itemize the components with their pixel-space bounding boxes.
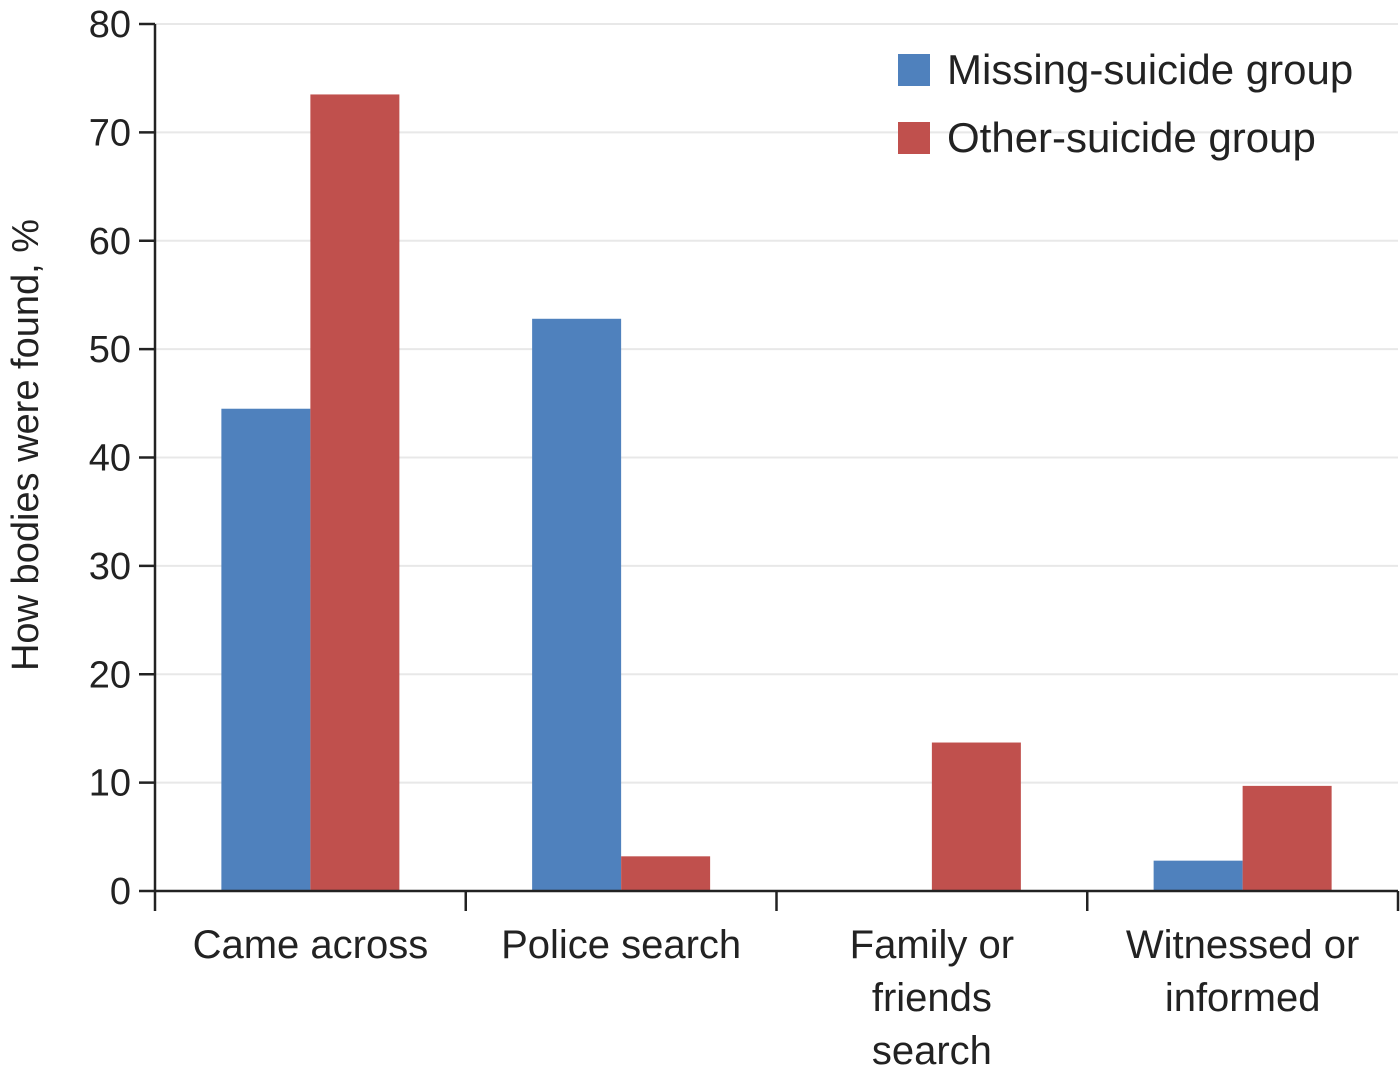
y-tick-label: 10 [89,763,131,805]
legend-swatch [898,54,930,86]
category-label: Witnessed or [1126,923,1359,967]
category-labels: Came across Police search Family or friends… [193,923,1360,1073]
bar-other-suicide [931,742,1021,891]
y-tick-label: 20 [89,654,131,696]
legend-swatch [898,122,930,154]
y-tick-label: 80 [89,4,131,46]
bar-other-suicide [1242,785,1332,891]
legend-label: Other-suicide group [947,114,1316,161]
bar-missing-suicide [532,318,622,891]
legend-label: Missing-suicide group [947,46,1353,93]
y-tick-label: 60 [89,221,131,263]
x-ticks [153,891,1400,911]
y-tick-label: 50 [89,329,131,371]
category-label: Family or [850,923,1014,967]
y-tick-label: 40 [89,438,131,480]
category-label: Came across [193,923,429,967]
legend: Missing-suicide group Other-suicide group [898,46,1353,161]
bar-missing-suicide [221,408,311,891]
y-axis-title: How bodies were found, % [5,219,47,671]
y-tick-label: 70 [89,112,131,154]
y-tick-label: 0 [110,871,131,913]
category-label: Police search [501,923,741,967]
category-label: search [872,1029,992,1073]
bars [221,94,1332,892]
category-label: friends [872,976,992,1020]
y-tick-label: 30 [89,546,131,588]
y-ticks: 0 10 20 30 40 50 60 70 80 [89,4,155,913]
bar-other-suicide [310,94,400,892]
category-label: informed [1165,976,1321,1020]
bar-other-suicide [621,856,711,891]
bar-missing-suicide [1153,860,1243,891]
